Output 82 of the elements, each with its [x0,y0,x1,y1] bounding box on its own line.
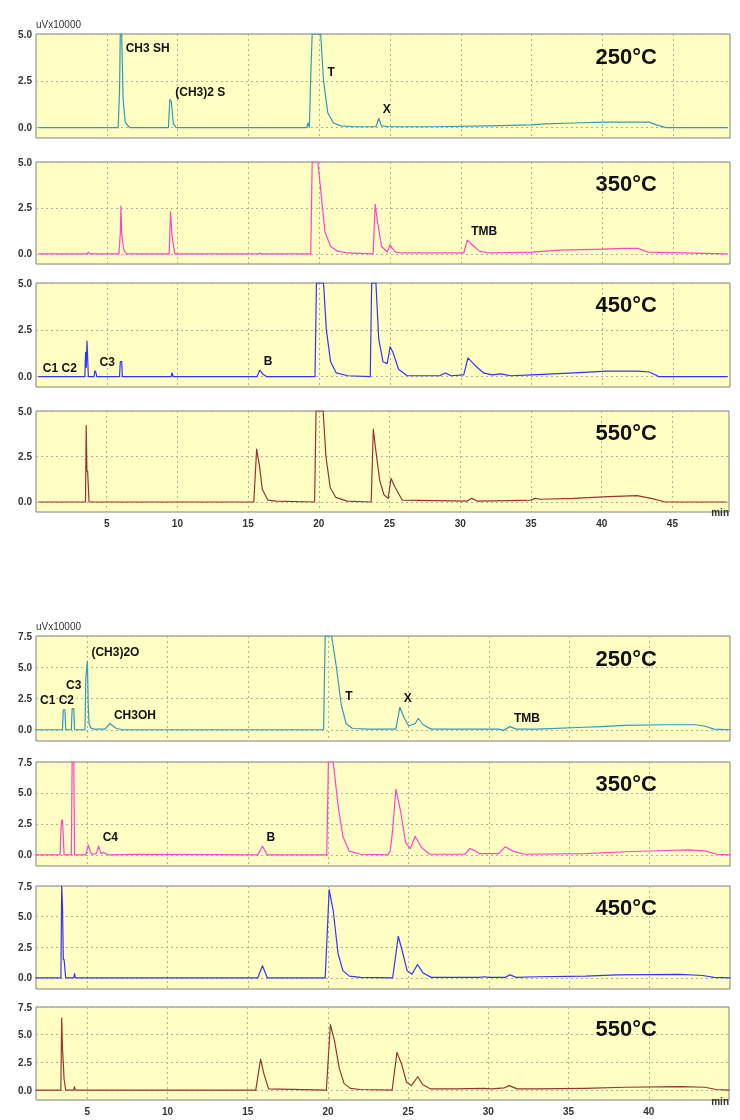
y-tick-label: 7.5 [18,1001,33,1013]
x-tick-label: 5 [84,1105,91,1117]
annotation: T [345,688,354,703]
annotation: CH3OH [113,707,156,722]
y-tick-label: 0.0 [18,1084,33,1096]
annotation: B [263,354,273,369]
chart-title: 450°C [595,894,658,920]
line-series [38,282,728,378]
chart-title: 550°C [595,419,658,445]
annotation: TMB [471,224,498,239]
x-axis-title: min [711,1095,729,1107]
annotation: (CH3)2O [91,645,140,659]
annotation: C4 [102,830,119,845]
y-tick-label: 7.5 [18,756,33,768]
y-tick-label: 0.0 [18,724,33,736]
y-tick-label: 0.0 [18,122,33,134]
line-series [35,1017,730,1091]
x-tick-label: 10 [171,517,184,529]
y-tick-label: 5.0 [18,911,33,923]
line-series [35,761,731,856]
x-tick-label: 40 [596,517,608,529]
y-tick-label: 5.0 [18,661,33,673]
y-tick-label: 2.5 [18,324,33,336]
y-tick-label: 5.0 [18,405,33,417]
chart-title: 250°C [595,43,658,69]
x-tick-label: 10 [161,1105,174,1117]
y-tick-label: 7.5 [18,880,33,892]
x-tick-label: 35 [563,1105,575,1117]
annotation: C3 [66,677,82,692]
annotation: X [382,102,391,117]
y-tick-label: 2.5 [18,75,33,87]
y-tick-label: 5.0 [18,156,33,168]
chart-title: 250°C [595,645,658,671]
annotation: (CH3)2 S [175,85,226,100]
y-tick-label: 2.5 [18,818,33,830]
y-tick-label: 0.0 [18,849,33,861]
x-tick-label: 30 [482,1105,495,1117]
annotation: X [403,691,412,706]
x-tick-label: 20 [322,1105,334,1117]
y-tick-label: 0.0 [18,972,33,984]
annotation: TMB [513,710,541,725]
y-tick-label: 0.0 [18,496,33,508]
annotation: C3 [99,355,116,370]
y-tick-label: 2.5 [18,941,33,953]
x-tick-label: 25 [402,1105,415,1117]
annotation: C1 C2 [40,692,75,707]
y-tick-label: 5.0 [18,787,33,799]
x-tick-label: 15 [242,517,255,529]
line-series [38,161,728,255]
y-tick-label: 2.5 [18,202,33,214]
x-tick-label: 45 [666,517,679,529]
x-axis-title: min [711,507,729,519]
x-tick-label: 5 [103,517,110,529]
y-axis-title: uVx10000 [36,18,82,30]
y-tick-label: 2.5 [18,451,33,462]
chart-title: 350°C [595,170,658,196]
x-tick-label: 40 [643,1105,655,1117]
x-tick-label: 35 [525,517,537,529]
y-tick-label: 5.0 [18,28,33,40]
line-series [35,885,731,979]
y-axis-title: uVx10000 [36,620,82,632]
line-series [38,410,727,503]
y-tick-label: 0.0 [18,248,33,260]
y-tick-label: 5.0 [18,1029,33,1041]
chart-title: 450°C [595,291,658,317]
x-tick-label: 15 [242,1105,254,1117]
x-tick-label: 30 [454,517,467,529]
annotation: T [327,64,336,79]
x-tick-label: 25 [384,517,396,529]
annotation: C1 C2 [42,360,78,375]
annotation: B [266,830,276,845]
y-tick-label: 7.5 [18,630,33,642]
y-tick-label: 5.0 [18,277,33,289]
line-series [35,635,731,731]
y-tick-label: 2.5 [18,1056,33,1068]
y-tick-label: 0.0 [18,371,33,383]
chart-title: 550°C [595,1015,658,1041]
line-series [38,33,728,129]
x-tick-label: 20 [313,517,325,529]
y-tick-label: 2.5 [18,693,33,704]
annotation: CH3 SH [125,41,170,55]
chart-title: 350°C [595,770,658,796]
